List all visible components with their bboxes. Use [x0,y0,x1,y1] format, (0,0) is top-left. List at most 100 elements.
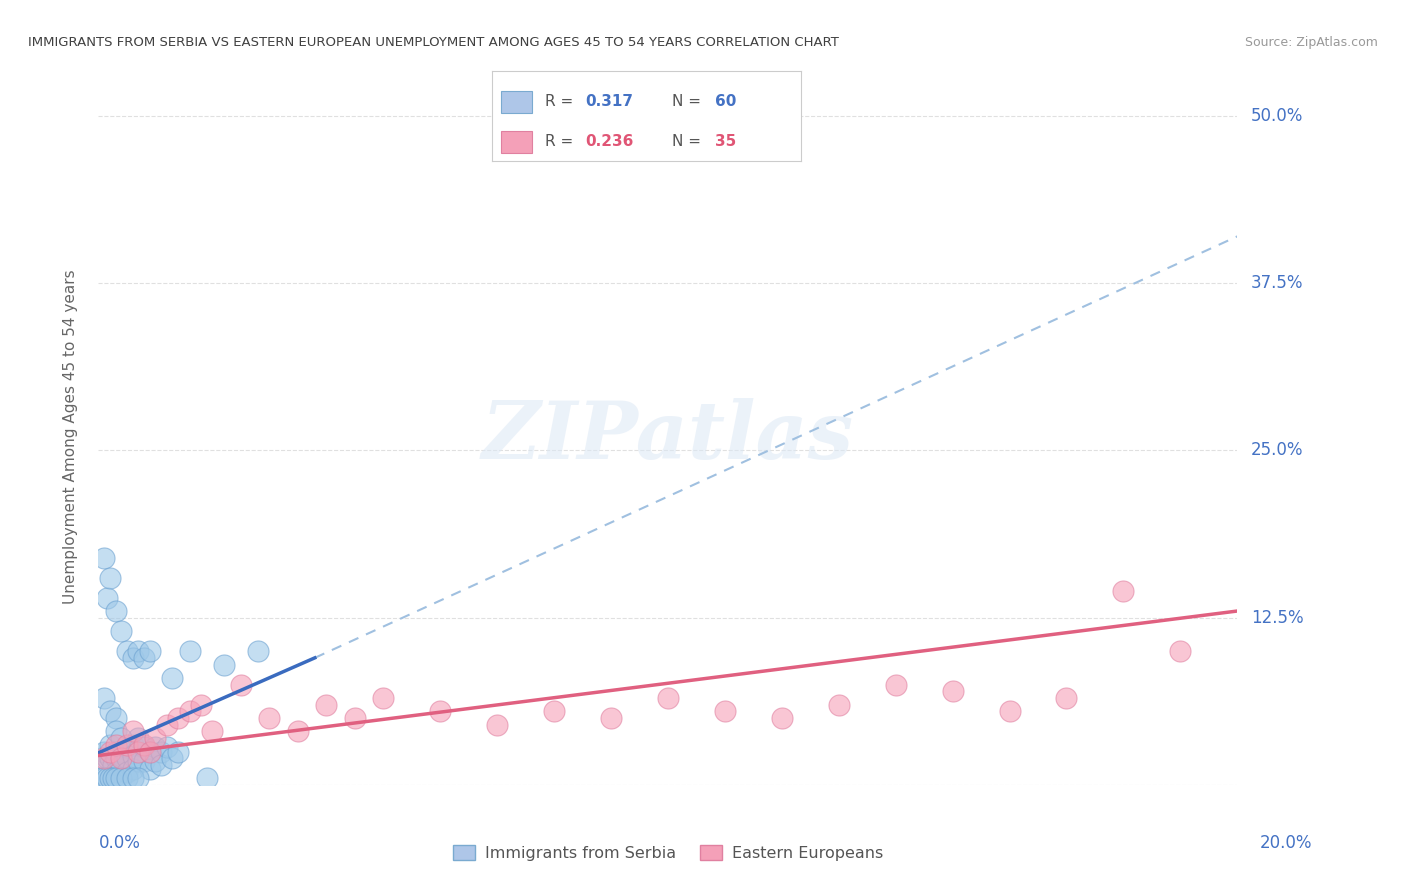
Point [121,748,143,763]
Point [115,738,138,752]
Point [162,671,184,685]
Text: 0.236: 0.236 [585,135,633,149]
Point [127,771,149,786]
Point [110,731,132,746]
Point [127,644,149,658]
Point [150,744,173,758]
Text: 35: 35 [714,135,737,149]
Text: R =: R = [544,95,578,109]
Point [104,764,127,779]
Point [101,758,124,772]
Point [190,698,212,712]
Point [1170,644,1192,658]
Point [179,705,201,719]
Point [115,751,138,765]
Point [195,771,218,786]
Point [98,744,121,758]
Point [98,571,121,585]
Point [98,751,121,765]
Point [156,717,179,731]
Point [167,744,190,758]
Point [429,705,451,719]
Point [138,744,160,758]
Bar [502,131,533,153]
Point [145,740,167,755]
Point [121,738,143,752]
Point [104,738,127,752]
Point [543,705,565,719]
Point [115,771,138,786]
Point [110,751,132,765]
Point [884,678,907,692]
Point [657,690,679,705]
Point [315,698,337,712]
Text: IMMIGRANTS FROM SERBIA VS EASTERN EUROPEAN UNEMPLOYMENT AMONG AGES 45 TO 54 YEAR: IMMIGRANTS FROM SERBIA VS EASTERN EUROPE… [28,36,839,49]
Text: N =: N = [672,135,706,149]
Point [942,684,965,698]
Point [96,751,118,765]
Point [156,740,179,755]
Point [259,711,281,725]
Point [121,651,143,665]
Point [138,762,160,776]
Point [138,644,160,658]
Text: 20.0%: 20.0% [1260,834,1313,852]
Point [132,740,155,755]
Point [145,731,167,746]
Point [104,744,127,758]
Point [104,604,127,618]
Text: R =: R = [544,135,578,149]
Point [121,771,143,786]
Point [104,751,127,765]
Point [828,698,851,712]
Point [115,740,138,755]
Point [600,711,623,725]
Point [93,550,115,565]
Point [98,738,121,752]
Point [132,738,155,752]
Point [90,751,112,765]
Point [104,724,127,739]
Point [343,711,366,725]
Point [714,705,737,719]
Point [98,771,121,786]
Point [132,754,155,768]
Point [110,758,132,772]
Text: 25.0%: 25.0% [1251,442,1303,459]
Point [373,690,395,705]
Text: 50.0%: 50.0% [1251,107,1303,125]
Point [229,678,252,692]
Point [110,624,132,639]
Legend: Immigrants from Serbia, Eastern Europeans: Immigrants from Serbia, Eastern European… [446,839,890,867]
Point [287,724,309,739]
Point [104,771,127,786]
Text: ZIPatlas: ZIPatlas [482,399,853,475]
Point [212,657,235,672]
Point [110,771,132,786]
Point [96,591,118,605]
Point [138,744,160,758]
Point [486,717,509,731]
Point [115,764,138,779]
Text: 37.5%: 37.5% [1251,274,1303,293]
Point [127,744,149,758]
Point [127,754,149,768]
Point [93,751,115,765]
Point [162,751,184,765]
Point [201,724,224,739]
Point [101,771,124,786]
Text: Source: ZipAtlas.com: Source: ZipAtlas.com [1244,36,1378,49]
Point [98,705,121,719]
Text: 12.5%: 12.5% [1251,608,1303,627]
Point [115,644,138,658]
Text: 0.317: 0.317 [585,95,633,109]
Point [246,644,269,658]
Point [167,711,190,725]
Point [93,744,115,758]
Text: 0.0%: 0.0% [98,834,141,852]
Point [93,690,115,705]
Text: N =: N = [672,95,706,109]
Point [121,724,143,739]
Point [121,762,143,776]
Point [770,711,793,725]
